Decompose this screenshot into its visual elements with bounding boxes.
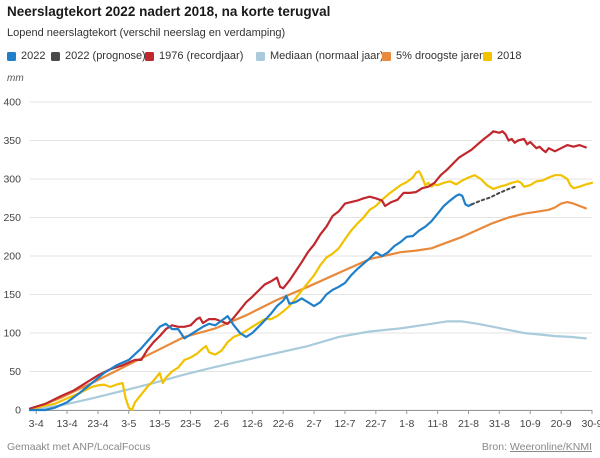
- legend-label-2018: 2018: [497, 50, 522, 62]
- legend-item-2022-prognose[interactable]: 2022 (prognose): [51, 50, 146, 62]
- x-tick-label: 10-9: [520, 418, 541, 430]
- y-tick-label: 50: [9, 366, 21, 378]
- legend-item-mediaan[interactable]: Mediaan (normaal jaar): [256, 50, 384, 62]
- y-tick-label: 100: [3, 328, 21, 340]
- axes: 0 50 100 150 200 250 300 350 400 3-4 13-4 23-4 3-5 13…: [3, 97, 600, 431]
- legend-swatch-2022: [7, 51, 16, 61]
- series-line-2018[interactable]: [28, 170, 594, 412]
- y-tick-label: 250: [3, 212, 21, 224]
- legend-swatch-droogste: [382, 51, 391, 61]
- legend-label-droogste: 5% droogste jaren: [396, 50, 486, 62]
- legend-item-1976[interactable]: 1976 (recordjaar): [145, 50, 243, 62]
- footer-credit: Gemaakt met ANP/LocalFocus: [7, 441, 151, 453]
- y-axis-unit: mm: [7, 73, 24, 84]
- y-tick-label: 150: [3, 289, 21, 301]
- x-tick-label: 31-8: [489, 418, 510, 430]
- legend-swatch-mediaan: [256, 51, 265, 61]
- series-line-1976-recordjaar[interactable]: [28, 130, 587, 410]
- legend-item-droogste[interactable]: 5% droogste jaren: [382, 50, 485, 62]
- x-tick-label: 11-8: [427, 418, 447, 430]
- series-line-mediaan-normaal-jaar[interactable]: [28, 320, 587, 412]
- legend-item-2022[interactable]: 2022: [7, 50, 45, 62]
- x-tick-label: 22-7: [365, 418, 386, 430]
- x-tick-label: 2-7: [306, 418, 321, 430]
- y-tick-label: 350: [3, 135, 21, 147]
- y-tick-label: 0: [15, 405, 21, 417]
- x-tick-label: 22-6: [273, 418, 294, 430]
- legend-swatch-1976: [145, 51, 154, 61]
- gridlines: [30, 101, 592, 411]
- series-lines: [28, 130, 594, 412]
- series-line-2022-prognose[interactable]: [470, 185, 516, 206]
- x-tick-label: 12-7: [334, 418, 355, 430]
- legend-label-2022-prognose: 2022 (prognose): [65, 50, 146, 62]
- legend-item-2018[interactable]: 2018: [483, 50, 521, 62]
- y-tick-label: 200: [3, 251, 21, 263]
- x-tick-label: 3-4: [29, 418, 44, 430]
- legend-label-mediaan: Mediaan (normaal jaar): [270, 50, 384, 62]
- source-link[interactable]: Weeronline/KNMI: [509, 441, 592, 453]
- x-tick-label: 23-4: [87, 418, 108, 430]
- x-tick-label: 2-6: [214, 418, 229, 430]
- legend-label-1976: 1976 (recordjaar): [159, 50, 244, 62]
- series-line-5-droogste-jaren[interactable]: [28, 201, 587, 412]
- legend: 2022 2022 (prognose) 1976 (recordjaar) M…: [7, 50, 597, 66]
- x-tick-label: 1-8: [399, 418, 414, 430]
- legend-swatch-2018: [483, 51, 492, 61]
- y-tick-label: 300: [3, 174, 21, 186]
- y-tick-label: 400: [3, 97, 21, 109]
- x-tick-label: 3-5: [121, 418, 136, 430]
- x-tick-label: 23-5: [180, 418, 201, 430]
- x-tick-label: 30-9: [581, 418, 600, 430]
- x-tick-label: 12-6: [242, 418, 263, 430]
- chart-subtitle: Lopend neerslagtekort (verschil neerslag…: [7, 27, 286, 39]
- series-line-2022[interactable]: [28, 193, 473, 412]
- source-prefix: Bron:: [481, 441, 510, 453]
- x-tick-label: 13-5: [149, 418, 170, 430]
- x-tick-label: 21-8: [458, 418, 479, 430]
- chart-title: Neerslagtekort 2022 nadert 2018, na kort…: [7, 4, 331, 19]
- x-tick-label: 13-4: [57, 418, 78, 430]
- legend-label-2022: 2022: [21, 50, 46, 62]
- legend-swatch-2022-prognose: [51, 51, 60, 61]
- x-tick-label: 20-9: [551, 418, 572, 430]
- footer-source: Bron: Weeronline/KNMI: [482, 441, 592, 453]
